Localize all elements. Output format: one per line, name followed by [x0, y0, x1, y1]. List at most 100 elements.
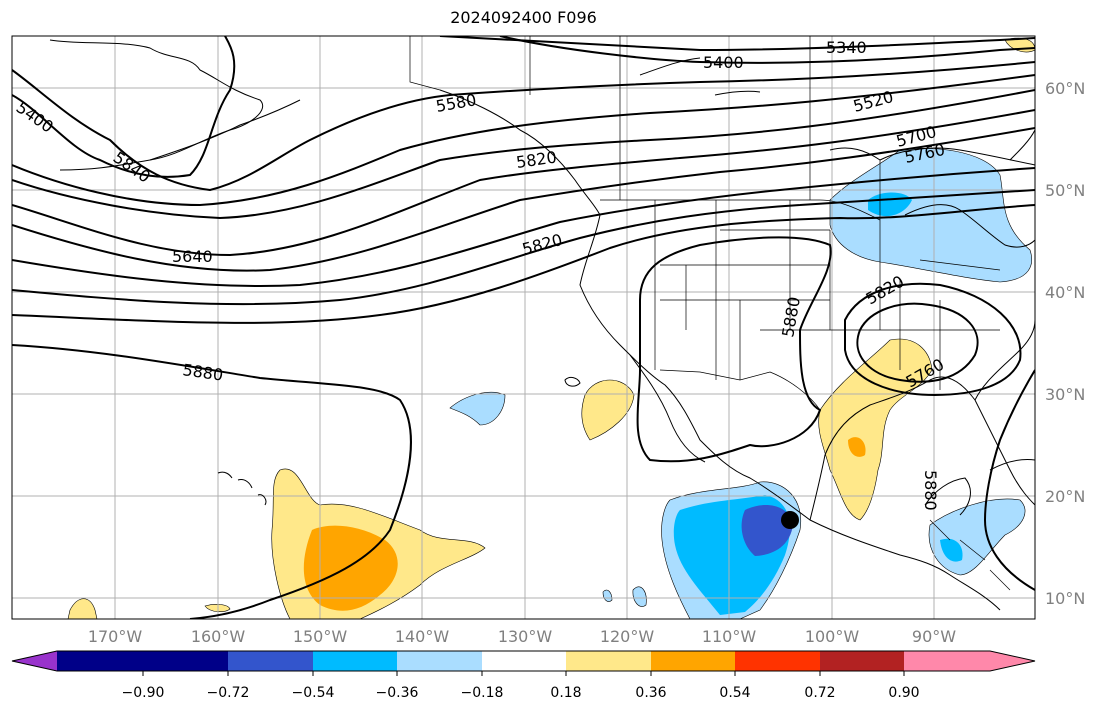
yucatan [924, 477, 971, 516]
contour-label: 5880 [921, 470, 940, 511]
us-canada-border [600, 199, 881, 221]
colorbar-segment [313, 651, 397, 671]
latitude-labels: 60°N 50°N 40°N 30°N 20°N 10°N [1045, 79, 1085, 608]
greenland-tip [1009, 129, 1035, 161]
contour-5700 [12, 127, 1035, 272]
storm-center-marker [781, 511, 799, 529]
colorbar-tick-label: 0.54 [719, 685, 750, 701]
state-lines-1 [654, 200, 860, 380]
lon-label: 160°W [191, 627, 246, 646]
colorbar-segment [651, 651, 735, 671]
colorbar-tick-label: 0.36 [635, 685, 666, 701]
lat-label: 40°N [1045, 283, 1085, 302]
positive-anomaly-west-pacific [67, 598, 98, 619]
colorbar-segment [566, 651, 651, 671]
colorbar-tick-label: 0.90 [888, 685, 919, 701]
coastlines [49, 39, 1035, 611]
lat-label: 50°N [1045, 181, 1085, 200]
colorbar: −0.90 −0.72 −0.54 −0.36 −0.18 0.18 0.36 … [11, 650, 1036, 701]
positive-anomaly-offshore-baja [581, 379, 635, 441]
colorbar-tick-label: −0.90 [122, 685, 165, 701]
colorbar-min-extension [12, 651, 57, 671]
hawaii [217, 471, 267, 506]
graticule [12, 36, 1035, 619]
contour-labels: 5340 5400 5400 5520 5580 5700 5760 5840 … [13, 38, 948, 511]
negative-anomaly-central-america-core [940, 538, 963, 562]
contour-5760 [12, 167, 1035, 287]
alaska-canada-border [409, 36, 441, 91]
map-border [11, 35, 1036, 620]
contour-label: 5640 [172, 247, 213, 266]
contour-low-outer [844, 282, 1022, 397]
colorbar-segment [397, 651, 482, 671]
colorbar-tick-label: −0.72 [207, 685, 250, 701]
lon-label: 140°W [395, 627, 450, 646]
contour-low-inner [856, 302, 979, 383]
lon-label: 100°W [805, 627, 860, 646]
contour-5880-high [636, 236, 832, 463]
longitude-labels: 170°W 160°W 150°W 140°W 130°W 120°W 110°… [88, 627, 956, 646]
negative-anomaly-pacific-mexico-core [741, 505, 793, 556]
colorbar-segment [143, 651, 228, 671]
colorbar-outline [11, 650, 1036, 672]
contour-5820b [12, 204, 1035, 324]
contour-5880-east [983, 369, 1035, 591]
lon-label: 90°W [912, 627, 956, 646]
colorbar-segment [57, 651, 143, 671]
lat-label: 10°N [1045, 589, 1085, 608]
baffin [639, 57, 761, 96]
colorbar-max-extension [990, 651, 1035, 671]
colorbar-tick-label: −0.54 [292, 685, 335, 701]
cuba [989, 459, 1035, 471]
negative-anomaly-small-2 [632, 586, 647, 607]
lon-label: 130°W [498, 627, 553, 646]
contour-label: 5400 [703, 53, 744, 72]
lon-label: 110°W [702, 627, 757, 646]
colorbar-segment [482, 651, 566, 671]
political-borders [409, 36, 1011, 591]
aleutians [149, 99, 301, 161]
lon-label: 170°W [88, 627, 143, 646]
small-island [564, 376, 581, 387]
lat-label: 30°N [1045, 385, 1085, 404]
height-contours [12, 36, 1035, 619]
hudson-bay-coast [829, 147, 1035, 166]
contour-5880-pacific [12, 344, 412, 619]
lat-label: 60°N [1045, 79, 1085, 98]
contour-5520 [12, 74, 1035, 207]
baja-peninsula [629, 354, 706, 463]
contour-label: 5340 [826, 38, 867, 57]
colorbar-segment [735, 651, 820, 671]
us-west-coast [579, 214, 1001, 611]
gulf-coast [809, 376, 1035, 521]
positive-anomaly-gulf-core [848, 437, 866, 457]
lon-label: 150°W [293, 627, 348, 646]
state-lines-2 [860, 220, 1001, 390]
map-title: 2024092400 F096 [450, 8, 597, 27]
contour-5820 [12, 189, 1035, 306]
contour-5640 [12, 109, 1035, 257]
contour-5460 [12, 61, 1035, 192]
lat-label: 20°N [1045, 487, 1085, 506]
anomaly-shading [67, 37, 1035, 619]
colorbar-segment [228, 651, 313, 671]
colorbar-ticks [142, 671, 905, 676]
colorbar-segment [820, 651, 904, 671]
canada-provinces [529, 36, 881, 220]
colorbar-tick-label: 0.72 [804, 685, 835, 701]
contour-5580 [12, 89, 1035, 220]
colorbar-segment [904, 651, 990, 671]
colorbar-tick-label: 0.18 [550, 685, 581, 701]
alaska-panhandle [439, 89, 601, 216]
map-panel [12, 36, 1035, 619]
central-america-borders [929, 519, 1011, 591]
alaska-coast [49, 39, 263, 171]
positive-anomaly-gulf [818, 338, 933, 521]
lon-label: 120°W [600, 627, 655, 646]
us-mexico-border [659, 369, 821, 411]
colorbar-tick-label: −0.18 [461, 685, 504, 701]
great-lakes [904, 204, 1035, 248]
colorbar-tick-label: −0.36 [376, 685, 419, 701]
contour-5400 [12, 36, 1035, 178]
